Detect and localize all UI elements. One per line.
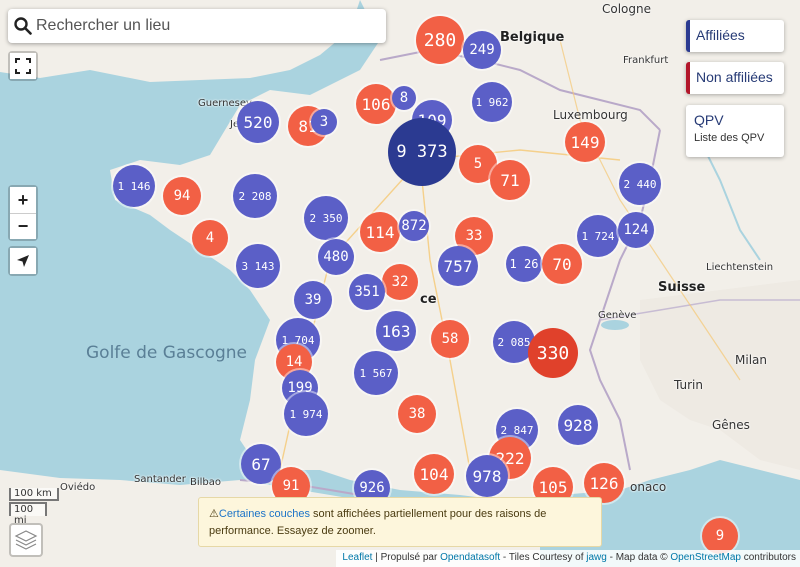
zoom-control: + − bbox=[8, 185, 38, 241]
legend-qpv-sub: Liste des QPV bbox=[694, 132, 765, 144]
scale-km: 100 km bbox=[9, 488, 59, 501]
zoom-out-button[interactable]: − bbox=[10, 213, 36, 239]
cluster-marker[interactable]: 872 bbox=[399, 211, 429, 241]
cluster-marker[interactable]: 2 440 bbox=[619, 163, 661, 205]
cluster-marker[interactable]: 4 bbox=[192, 220, 228, 256]
cluster-marker[interactable]: 249 bbox=[463, 31, 501, 69]
cluster-marker[interactable]: 2 847 bbox=[496, 409, 538, 451]
cluster-marker[interactable]: 1 567 bbox=[354, 351, 398, 395]
cluster-marker[interactable]: 32 bbox=[382, 264, 418, 300]
cluster-marker[interactable]: 104 bbox=[414, 454, 454, 494]
attrib-mapdata: - Map data © bbox=[606, 552, 671, 563]
cluster-marker[interactable]: 2 208 bbox=[233, 174, 277, 218]
cluster-marker[interactable]: 9 bbox=[702, 518, 738, 554]
place-label-monaco: onaco bbox=[630, 480, 667, 494]
cluster-marker[interactable]: 8 bbox=[392, 86, 416, 110]
cluster-marker[interactable]: 520 bbox=[237, 101, 279, 143]
cluster-marker[interactable]: 1 962 bbox=[472, 82, 512, 122]
layers-button[interactable] bbox=[9, 523, 43, 557]
legend-non-affiliees[interactable]: Non affiliées bbox=[686, 62, 784, 94]
cluster-marker[interactable]: 3 143 bbox=[236, 244, 280, 288]
cluster-marker[interactable]: 757 bbox=[438, 246, 478, 286]
place-label-genes: Gênes bbox=[712, 418, 750, 432]
cluster-marker[interactable]: 124 bbox=[618, 212, 654, 248]
place-label-santander: Santander bbox=[134, 474, 186, 485]
cluster-marker[interactable]: 928 bbox=[558, 405, 598, 445]
place-label-geneve: Genève bbox=[598, 310, 637, 321]
attribution: Leaflet | Propulsé par Opendatasoft - Ti… bbox=[336, 550, 800, 567]
locate-button[interactable] bbox=[10, 248, 36, 274]
cluster-marker[interactable]: 280 bbox=[416, 16, 464, 64]
cluster-marker[interactable]: 58 bbox=[431, 320, 469, 358]
scale-mi: 100 mi bbox=[9, 502, 47, 526]
fullscreen-control bbox=[8, 51, 38, 81]
cluster-marker[interactable]: 1 974 bbox=[284, 392, 328, 436]
zoom-in-button[interactable]: + bbox=[10, 187, 36, 213]
place-label-oviedo: Oviédo bbox=[60, 482, 96, 493]
place-label-belgique: Belgique bbox=[500, 30, 565, 45]
place-label-suisse: Suisse bbox=[658, 280, 706, 295]
search-box[interactable] bbox=[8, 9, 386, 43]
cluster-marker[interactable]: 71 bbox=[490, 160, 530, 200]
fullscreen-button[interactable] bbox=[10, 53, 36, 79]
legend-qpv[interactable]: QPV Liste des QPV bbox=[686, 105, 784, 157]
locate-control bbox=[8, 246, 38, 276]
warning-icon: ⚠ bbox=[209, 508, 219, 520]
cluster-marker[interactable]: 126 bbox=[584, 463, 624, 503]
cluster-marker[interactable]: 163 bbox=[376, 311, 416, 351]
place-label-frankfurt: Frankfurt bbox=[623, 55, 669, 66]
place-label-liechtenstein: Liechtenstein bbox=[706, 262, 774, 273]
place-label-bilbao: Bilbao bbox=[190, 477, 222, 488]
warning-banner: ⚠Certaines couches sont affichées partie… bbox=[198, 497, 602, 547]
attrib-ods-link[interactable]: Opendatasoft bbox=[440, 552, 501, 563]
place-label-cologne: Cologne bbox=[602, 2, 652, 16]
attrib-contrib: contributors bbox=[740, 552, 796, 563]
place-label-guernesey: Guernesey bbox=[198, 98, 252, 109]
place-label-france: ce bbox=[420, 292, 437, 307]
attrib-sep: | Propulsé par bbox=[372, 552, 441, 563]
cluster-marker[interactable]: 330 bbox=[528, 328, 578, 378]
place-label-luxembourg: Luxembourg bbox=[553, 108, 628, 122]
cluster-marker[interactable]: 70 bbox=[542, 244, 582, 284]
cluster-marker[interactable]: 3 bbox=[311, 109, 337, 135]
place-label-milan: Milan bbox=[735, 353, 767, 367]
cluster-marker[interactable]: 978 bbox=[466, 455, 508, 497]
cluster-marker[interactable]: 106 bbox=[356, 84, 396, 124]
cluster-marker[interactable]: 114 bbox=[360, 212, 400, 252]
cluster-marker[interactable]: 9 373 bbox=[388, 118, 456, 186]
locate-arrow-icon bbox=[17, 255, 29, 267]
fullscreen-icon bbox=[15, 58, 31, 74]
cluster-marker[interactable]: 1 26 bbox=[506, 246, 542, 282]
cluster-marker[interactable]: 38 bbox=[398, 395, 436, 433]
legend-qpv-title: QPV bbox=[694, 112, 724, 128]
attrib-jawg-link[interactable]: jawg bbox=[586, 552, 607, 563]
warning-link[interactable]: Certaines couches bbox=[218, 508, 310, 520]
cluster-marker[interactable]: 351 bbox=[349, 274, 385, 310]
cluster-marker[interactable]: 94 bbox=[163, 177, 201, 215]
cluster-marker[interactable]: 39 bbox=[294, 281, 332, 319]
cluster-marker[interactable]: 480 bbox=[318, 239, 354, 275]
cluster-marker[interactable]: 149 bbox=[565, 122, 605, 162]
attrib-leaflet-link[interactable]: Leaflet bbox=[342, 552, 373, 563]
place-label-golfe: Golfe de Gascogne bbox=[86, 343, 248, 363]
cluster-marker[interactable]: 1 724 bbox=[577, 215, 619, 257]
legend-affiliees-label: Affiliées bbox=[696, 27, 745, 43]
attrib-osm-link[interactable]: OpenStreetMap bbox=[670, 552, 741, 563]
search-input[interactable] bbox=[36, 17, 366, 35]
cluster-marker[interactable]: 2 350 bbox=[304, 196, 348, 240]
attrib-tiles: - Tiles Courtesy of bbox=[500, 552, 587, 563]
search-icon bbox=[14, 17, 32, 35]
warning-text: sont affichées partiellement pour des ra… bbox=[209, 508, 547, 537]
cluster-marker[interactable]: 1 146 bbox=[113, 165, 155, 207]
place-label-turin: Turin bbox=[674, 378, 703, 392]
layers-icon bbox=[14, 530, 38, 550]
legend-non-affiliees-label: Non affiliées bbox=[696, 69, 773, 85]
legend-affiliees[interactable]: Affiliées bbox=[686, 20, 784, 52]
